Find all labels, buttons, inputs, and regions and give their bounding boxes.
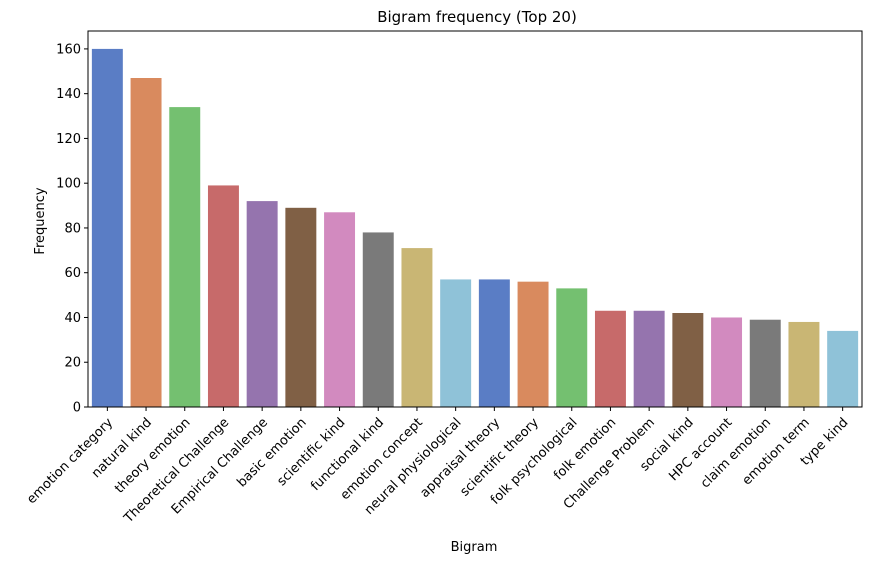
bar-emotion-category	[91, 48, 123, 408]
y-tick-label: 40	[64, 311, 81, 326]
bar-basic-emotion	[285, 207, 317, 407]
y-tick-label: 160	[56, 42, 81, 57]
x-tick-label: emotion term	[740, 415, 813, 488]
x-tick-label: basic emotion	[234, 415, 309, 490]
y-axis: 0 20 40 60 80 100 120 140 160	[56, 42, 88, 416]
x-axis-label: Bigram	[451, 540, 498, 555]
y-tick-label: 60	[64, 266, 81, 281]
bar-type-kind	[827, 330, 859, 407]
y-tick-label: 80	[64, 221, 81, 236]
bars-group	[91, 48, 859, 408]
bar-functional-kind	[362, 232, 394, 407]
bar-folk-psychological	[556, 288, 588, 407]
y-tick-label: 0	[73, 401, 81, 416]
bar-claim-emotion	[749, 319, 781, 407]
bar-appraisal-theory	[478, 279, 510, 407]
x-tick-label: scientific kind	[274, 415, 348, 489]
bar-empirical-challenge	[246, 201, 278, 407]
plot-frame	[87, 30, 863, 408]
y-tick-label: 100	[56, 177, 81, 192]
bar-theory-emotion	[169, 107, 201, 407]
bar-scientific-kind	[324, 212, 356, 407]
bar-neural-physiological	[440, 279, 472, 407]
bar-social-kind	[672, 313, 704, 407]
bar-scientific-theory	[517, 281, 549, 407]
chart-title: Bigram frequency (Top 20)	[377, 8, 577, 26]
bar-natural-kind	[130, 78, 162, 407]
y-tick-label: 140	[56, 87, 81, 102]
bar-emotion-concept	[401, 248, 433, 407]
bar-challenge-problem	[633, 310, 665, 407]
bar-hpc-account	[711, 317, 743, 407]
y-tick-label: 20	[64, 356, 81, 371]
bar-emotion-term	[788, 321, 820, 407]
y-tick-label: 120	[56, 132, 81, 147]
y-axis-label: Frequency	[33, 187, 48, 254]
bar-folk-emotion	[594, 310, 626, 407]
bar-theoretical-challenge	[207, 185, 239, 407]
x-tick-label: claim emotion	[698, 415, 774, 491]
